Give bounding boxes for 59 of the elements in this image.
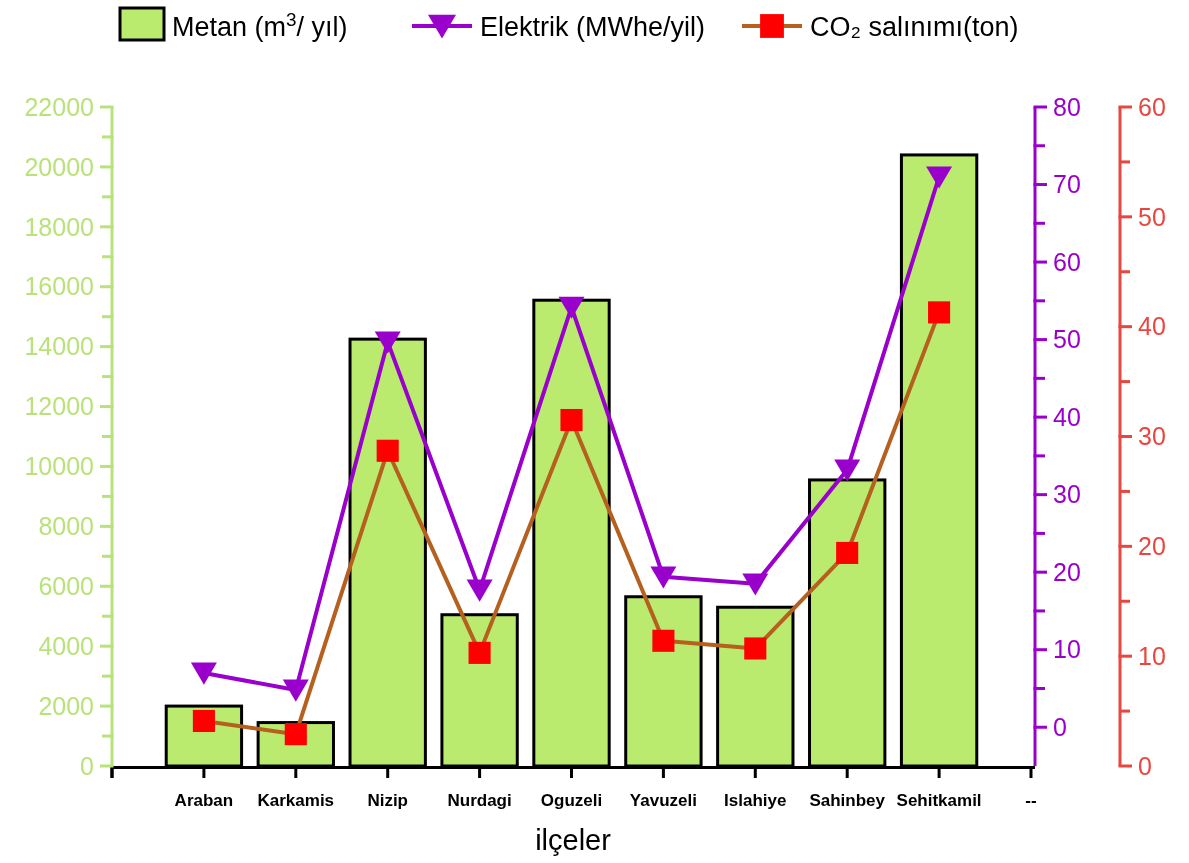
- x-tick-label: Sahinbey: [809, 791, 886, 810]
- legend-label: CO₂ salınımı(ton): [810, 12, 1019, 42]
- y2-tick-label: 60: [1053, 247, 1081, 276]
- y2-tick-label: 10: [1053, 635, 1081, 664]
- point: [928, 301, 951, 324]
- y3-tick-label: 60: [1138, 92, 1166, 121]
- point: [742, 573, 769, 596]
- legend-label: Elektrik (MWhe/yil): [480, 12, 706, 42]
- y-tick-label: 10000: [24, 452, 94, 481]
- point: [744, 637, 767, 660]
- y-tick-label: 4000: [38, 631, 94, 660]
- y3-tick-label: 10: [1138, 641, 1166, 670]
- point: [834, 459, 861, 482]
- y-tick-label: 6000: [38, 572, 94, 601]
- y-tick-label: 8000: [38, 512, 94, 541]
- y3-tick-label: 20: [1138, 532, 1166, 561]
- x-tick-label: Sehitkamil: [896, 791, 982, 810]
- y3-tick-label: 30: [1138, 422, 1166, 451]
- y-tick-label: 2000: [38, 691, 94, 720]
- point: [190, 662, 217, 685]
- y2-tick-label: 70: [1053, 170, 1081, 199]
- x-tick-label: Nurdagi: [447, 791, 512, 810]
- y3-tick-label: 0: [1138, 751, 1152, 780]
- point: [650, 566, 677, 589]
- y2-tick-label: 20: [1053, 557, 1081, 586]
- point: [836, 541, 859, 564]
- y-tick-label: 12000: [24, 392, 94, 421]
- y3-tick-label: 40: [1138, 312, 1166, 341]
- x-tick-label: Yavuzeli: [629, 791, 697, 810]
- point: [374, 331, 401, 354]
- x-tick-label: Oguzeli: [540, 791, 603, 810]
- point: [652, 629, 675, 652]
- point: [558, 296, 585, 319]
- point: [466, 579, 493, 602]
- x-axis-title: ilçeler: [535, 824, 612, 856]
- x-tick-label: Nizip: [367, 791, 408, 810]
- point: [192, 709, 215, 733]
- point: [376, 439, 399, 462]
- y2-tick-label: 30: [1053, 480, 1081, 509]
- y-tick-label: 20000: [24, 152, 94, 181]
- y-tick-label: 16000: [24, 272, 94, 301]
- y-tick-label: 18000: [24, 212, 94, 241]
- legend-label: Metan (m$^{3}$/ yıl): [172, 8, 348, 42]
- point: [468, 641, 491, 664]
- x-tick-label: Araban: [174, 791, 234, 810]
- point: [560, 408, 583, 432]
- y3-tick-label: 50: [1138, 202, 1166, 231]
- y2-tick-label: 40: [1053, 402, 1081, 431]
- x-tick-label: Islahiye: [724, 791, 787, 810]
- y2-tick-label: 80: [1053, 92, 1081, 121]
- y2-tick-label: 0: [1053, 712, 1067, 741]
- y-tick-label: 0: [80, 751, 94, 780]
- y-tick-label: 14000: [24, 332, 94, 361]
- x-tick-label: Karkamis: [257, 791, 335, 810]
- y-tick-label: 22000: [24, 92, 94, 121]
- point: [926, 166, 953, 189]
- y2-tick-label: 50: [1053, 325, 1081, 354]
- point: [282, 679, 309, 702]
- x-tick-label: --: [1025, 791, 1037, 810]
